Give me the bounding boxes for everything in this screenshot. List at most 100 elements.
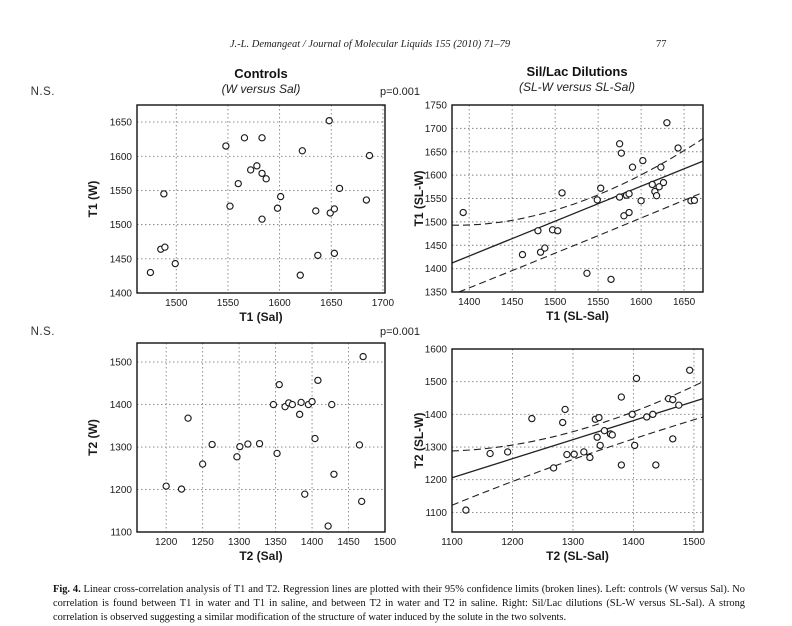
plot-frame	[136, 342, 386, 533]
y-tick-label: 1300	[110, 443, 133, 454]
y-tick-label: 1450	[110, 254, 133, 265]
x-tick-label: 1400	[458, 297, 481, 308]
data-point	[177, 485, 186, 493]
data-point	[273, 204, 282, 212]
data-point	[607, 275, 615, 284]
right-column-subtitle: (SL-W versus SL-Sal)	[518, 80, 636, 94]
data-point	[328, 400, 336, 409]
right-column-title: Sil/Lac Dilutions	[526, 64, 628, 79]
data-point	[617, 393, 626, 401]
data-point	[258, 215, 266, 223]
x-axis-title: T1 (Sal)	[239, 310, 282, 324]
page-number: 77	[656, 39, 667, 50]
data-point	[580, 448, 588, 456]
data-point	[275, 380, 283, 389]
data-point	[359, 352, 367, 361]
y-tick-label: 1200	[110, 485, 133, 496]
data-point	[324, 522, 332, 530]
data-point	[669, 435, 677, 443]
data-point	[357, 497, 366, 506]
data-point	[652, 461, 660, 469]
data-point	[632, 374, 641, 383]
data-point	[312, 207, 320, 215]
y-tick-label: 1100	[110, 528, 132, 539]
left-column-header: Controls (W versus Sal)	[222, 66, 301, 96]
data-point	[273, 449, 281, 458]
x-axis-title: T1 (SL-Sal)	[546, 309, 609, 323]
data-point	[162, 482, 170, 490]
data-point	[503, 448, 512, 456]
x-tick-label: 1600	[268, 298, 291, 309]
data-point	[234, 179, 242, 188]
data-point	[558, 189, 566, 197]
y-tick-label: 1350	[425, 288, 448, 299]
data-point	[335, 184, 344, 193]
x-tick-label: 1700	[372, 298, 395, 309]
data-point	[314, 251, 322, 260]
y-tick-label: 1400	[110, 400, 133, 411]
chart-t1-dilutions: 1400 1450 1500 1550 1600 1650 1350 1400 1450 1500…	[380, 86, 704, 323]
data-point	[643, 413, 651, 421]
data-point	[675, 401, 683, 409]
y-axis-title: T2 (SL-W)	[412, 413, 426, 469]
x-tick-label: 1550	[217, 298, 240, 309]
data-point	[617, 149, 626, 157]
running-head: J.-L. Demangeat / Journal of Molecular L…	[229, 39, 511, 50]
data-point	[184, 414, 192, 422]
data-point	[655, 183, 663, 191]
data-point	[240, 134, 249, 142]
data-point	[596, 441, 604, 450]
plot-frame	[451, 348, 704, 533]
data-point	[295, 410, 304, 419]
data-point	[330, 470, 338, 478]
data-point	[659, 178, 668, 187]
ns-label: N.S.	[31, 86, 55, 98]
plot-frame	[136, 104, 386, 294]
data-point	[541, 244, 549, 252]
data-point	[559, 418, 567, 427]
regression-line	[451, 398, 704, 479]
data-point	[222, 142, 230, 150]
data-point	[459, 208, 467, 217]
data-point	[593, 196, 601, 204]
data-point	[308, 397, 316, 406]
data-point	[301, 490, 309, 498]
data-point	[657, 163, 665, 171]
data-point	[583, 269, 591, 277]
data-point	[554, 227, 562, 235]
data-point	[330, 205, 339, 213]
x-tick-label: 1250	[192, 537, 215, 548]
data-point	[608, 431, 616, 439]
data-point	[570, 450, 578, 458]
left-column-subtitle: (W versus Sal)	[221, 82, 301, 96]
data-point	[615, 193, 624, 201]
data-point	[628, 410, 636, 419]
x-tick-label: 1450	[337, 537, 360, 548]
data-point	[518, 250, 527, 259]
data-point	[652, 192, 661, 200]
data-point	[563, 450, 571, 459]
plot-frame	[451, 104, 704, 293]
y-tick-label: 1400	[425, 264, 448, 275]
data-point	[630, 441, 639, 450]
y-tick-label: 1500	[425, 217, 448, 228]
data-point	[255, 439, 264, 448]
data-point	[355, 441, 364, 449]
data-point	[171, 259, 179, 268]
data-point	[160, 190, 168, 198]
data-point	[663, 119, 671, 127]
data-point	[236, 442, 244, 451]
figure-caption: Fig. 4. Linear cross-correlation analysi…	[53, 583, 745, 624]
data-point	[325, 117, 333, 125]
x-tick-label: 1600	[630, 297, 653, 308]
y-tick-label: 1450	[425, 241, 448, 252]
data-point	[686, 366, 694, 374]
data-point	[146, 268, 155, 277]
confidence-band-upper	[451, 138, 704, 226]
data-point	[288, 400, 297, 409]
data-point	[625, 208, 633, 217]
confidence-band-lower	[458, 191, 704, 293]
chart-t1-controls: 1500 1550 1600 1650 1700 1400 1450 1500 1550 1600…	[31, 86, 395, 324]
data-point	[262, 175, 270, 183]
